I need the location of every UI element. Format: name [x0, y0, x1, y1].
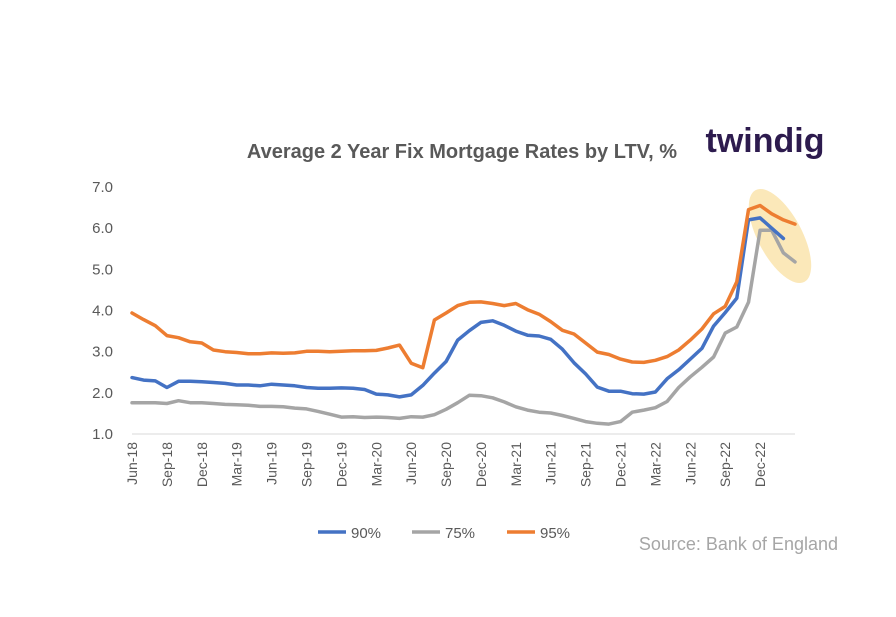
x-tick-label: Sep-22	[717, 442, 733, 487]
x-tick-label: Mar-20	[368, 442, 384, 487]
series-line-75pct	[130, 228, 797, 426]
x-tick-label: Dec-19	[333, 442, 349, 487]
x-tick-label: Jun-22	[682, 442, 698, 485]
x-tick-label: Sep-21	[578, 442, 594, 487]
legend-label: 95%	[540, 525, 570, 542]
y-tick-label: 7.0	[92, 179, 113, 196]
x-tick-label: Mar-21	[508, 442, 524, 487]
x-tick-label: Dec-18	[194, 442, 210, 487]
y-tick-label: 6.0	[92, 220, 113, 237]
x-tick-label: Jun-20	[403, 442, 419, 485]
x-tick-label: Jun-19	[264, 442, 280, 485]
series-group	[130, 203, 797, 426]
x-tick-label: Mar-19	[229, 442, 245, 487]
y-tick-label: 4.0	[92, 303, 113, 320]
x-tick-label: Mar-22	[647, 442, 663, 487]
x-tick-label: Sep-18	[159, 442, 175, 487]
x-tick-label: Jun-21	[543, 442, 559, 485]
x-tick-label: Dec-22	[752, 442, 768, 487]
x-tick-label: Dec-20	[473, 442, 489, 487]
legend-label: 90%	[351, 525, 381, 542]
source-note: Source: Bank of England	[639, 534, 838, 554]
y-axis: 1.0 2.0 3.0 4.0 5.0 6.0 7.0	[92, 179, 113, 443]
y-tick-label: 1.0	[92, 426, 113, 443]
series-line-95pct	[130, 203, 797, 370]
x-tick-label: Sep-20	[438, 442, 454, 487]
brand-logo: twindig	[706, 122, 825, 160]
y-tick-label: 2.0	[92, 385, 113, 402]
series-line-90pct	[130, 216, 786, 399]
legend: 90% 75% 95%	[318, 525, 570, 542]
legend-label: 75%	[445, 525, 475, 542]
y-tick-label: 3.0	[92, 344, 113, 361]
x-axis: Jun-18 Sep-18 Dec-18 Mar-19 Jun-19 Sep-19 Dec-…	[124, 442, 768, 487]
chart-title: Average 2 Year Fix Mortgage Rates by LTV…	[247, 141, 677, 163]
x-tick-label: Sep-19	[298, 442, 314, 487]
x-tick-label: Jun-18	[124, 442, 140, 485]
y-tick-label: 5.0	[92, 261, 113, 278]
x-tick-label: Dec-21	[613, 442, 629, 487]
